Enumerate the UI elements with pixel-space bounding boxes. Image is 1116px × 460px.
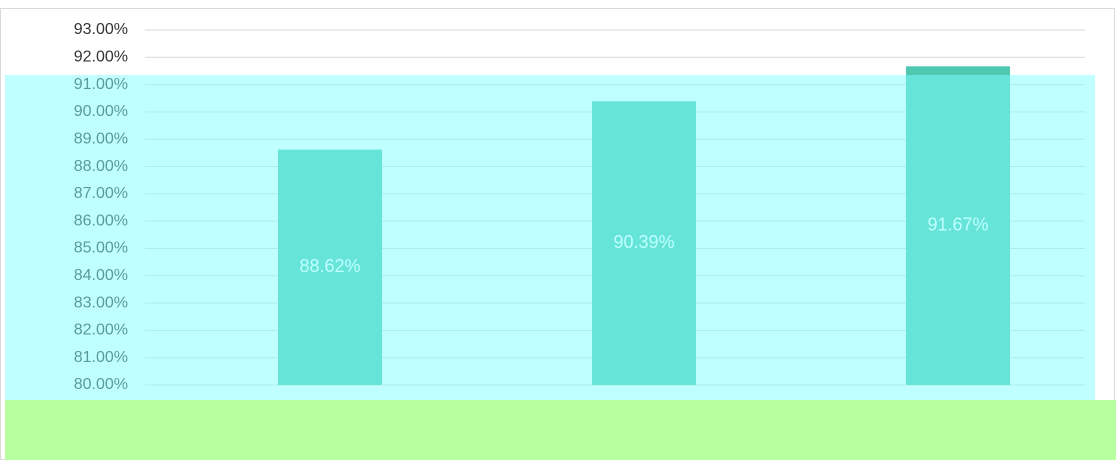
y-tick-label: 92.00% [74,49,128,66]
overlay [5,75,1095,400]
overlay [5,400,1116,460]
y-tick-label: 93.00% [74,21,128,38]
